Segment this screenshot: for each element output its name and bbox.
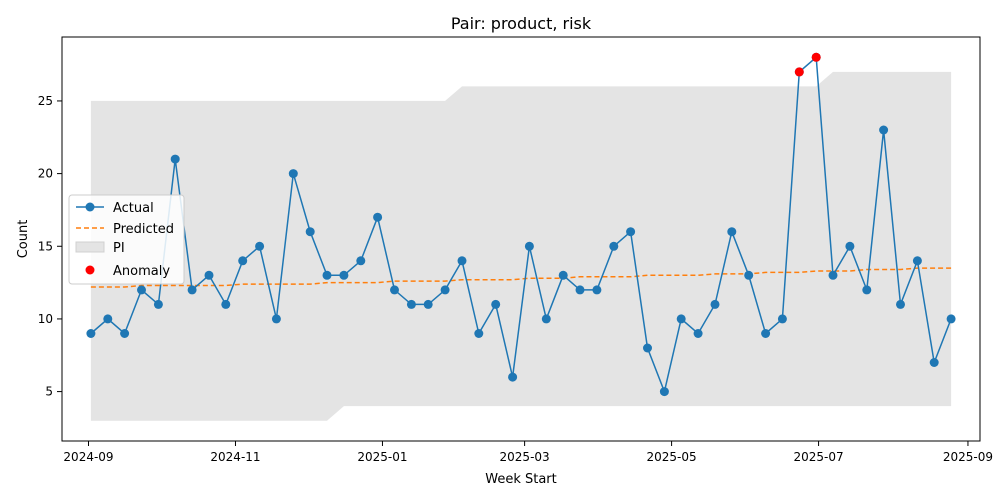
actual-point [406,299,416,309]
actual-point [676,314,686,324]
actual-point [508,372,518,382]
legend: Actual Predicted PI Anomaly [68,194,185,285]
actual-point [356,256,366,266]
legend-anomaly-label: Anomaly [113,264,170,279]
x-tick-label: 2025-07 [793,450,843,464]
actual-point [609,241,619,251]
legend-pi-swatch [75,241,105,253]
actual-point [457,256,467,266]
actual-point [373,212,383,222]
actual-point [153,299,163,309]
anomaly-point [794,67,804,77]
actual-point [322,270,332,280]
prediction-interval-band [90,71,952,421]
actual-point [339,270,349,280]
x-tick-label: 2025-01 [357,450,407,464]
actual-point [626,227,636,237]
legend-pi-label: PI [113,241,125,256]
legend-frame [68,194,185,285]
actual-point [744,270,754,280]
actual-point [845,241,855,251]
actual-point [946,314,956,324]
actual-point [879,125,889,135]
actual-point [896,299,905,309]
x-axis-label: Week Start [485,472,557,487]
actual-point [86,329,96,338]
y-tick-label: 5 [45,385,53,399]
actual-point [390,285,399,295]
actual-layer [86,52,956,397]
actual-point [727,227,737,237]
actual-point [710,299,720,309]
actual-point [491,299,501,309]
actual-line [90,55,952,395]
actual-point [592,285,602,295]
actual-point [423,299,433,309]
x-axis: 2024-09 2024-11 2025-01 2025-03 2025-05 2025-… [63,441,993,464]
legend-anomaly-marker [85,265,95,275]
x-tick-label: 2025-03 [500,450,550,464]
actual-point [271,314,281,324]
actual-point [255,241,265,251]
x-tick-label: 2025-09 [943,450,993,464]
actual-point [862,285,872,295]
anomaly-layer [794,52,821,77]
actual-point [929,358,939,367]
actual-point [912,256,922,266]
actual-point [761,329,771,338]
y-tick-label: 10 [38,312,53,326]
x-tick-label: 2024-11 [210,450,260,464]
actual-point [103,314,113,324]
actual-point [120,329,130,338]
actual-point [693,329,703,338]
actual-point [221,299,231,309]
anomaly-point [811,52,821,62]
actual-point [440,285,450,295]
actual-point [305,227,315,237]
x-tick-label: 2024-09 [63,450,113,464]
y-tick-label: 25 [38,94,53,108]
legend-predicted-label: Predicted [113,222,174,237]
actual-point [558,270,568,280]
prediction-interval-layer [90,71,952,421]
actual-point [474,329,484,338]
y-axis: 5 10 15 20 25 [38,94,62,399]
actual-point [828,270,838,280]
x-tick-label: 2025-05 [647,450,697,464]
actual-point [170,154,180,164]
y-tick-label: 20 [38,167,53,181]
actual-point [204,270,214,280]
actual-point [524,241,534,251]
actual-point [238,256,248,266]
actual-point [643,343,652,353]
actual-point [777,314,787,324]
y-axis-label: Count [16,220,31,259]
actual-point [541,314,551,324]
chart-title: Pair: product, risk [451,14,592,33]
legend-actual-marker [85,202,95,212]
actual-point [187,285,197,295]
y-tick-label: 15 [38,239,53,253]
actual-point [288,169,298,179]
plot-frame [61,36,981,442]
actual-point [137,285,146,295]
actual-point [575,285,585,295]
legend-actual-label: Actual [113,201,154,216]
actual-point [659,387,669,397]
